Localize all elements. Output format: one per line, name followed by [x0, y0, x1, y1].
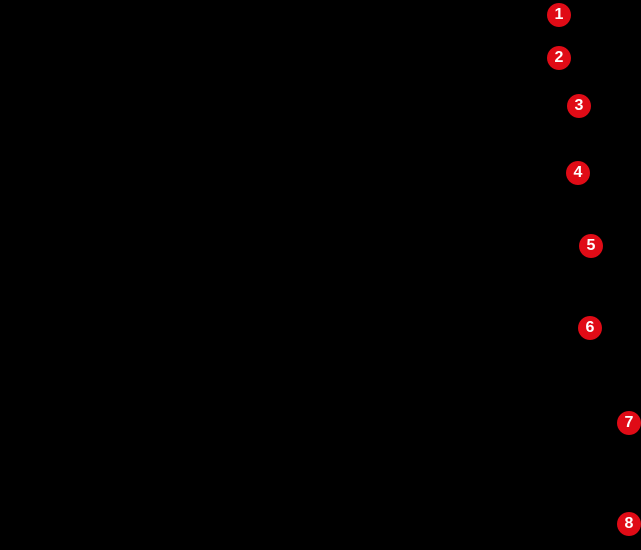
annotation-badge-5[interactable]: 5: [579, 234, 603, 258]
annotation-badge-2[interactable]: 2: [547, 46, 571, 70]
annotation-badge-4[interactable]: 4: [566, 161, 590, 185]
annotation-badge-1[interactable]: 1: [547, 3, 571, 27]
annotation-badge-3[interactable]: 3: [567, 94, 591, 118]
annotation-badge-7[interactable]: 7: [617, 411, 641, 435]
annotation-badge-6[interactable]: 6: [578, 316, 602, 340]
annotation-badge-8[interactable]: 8: [617, 512, 641, 536]
